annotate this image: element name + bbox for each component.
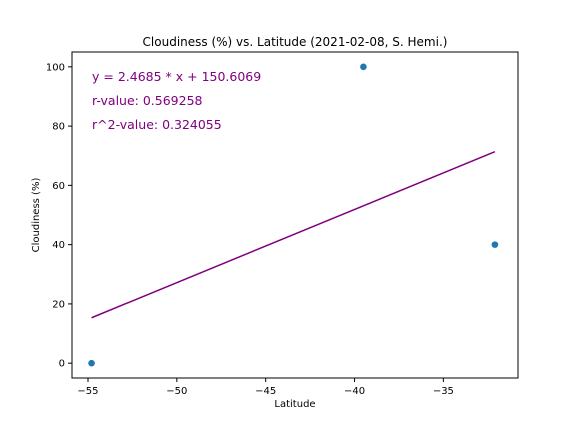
data-point-2: [491, 241, 499, 248]
x-axis: −55 −50 −45 −40 −35: [77, 378, 454, 397]
axes-frame: [71, 51, 519, 379]
y-tick-label: 20: [52, 299, 65, 310]
annotation-1: r-value: 0.569258: [92, 93, 203, 108]
x-tick-label: −50: [166, 386, 187, 397]
regression-line: [91, 150, 496, 319]
annotation-0: y = 2.4685 * x + 150.6069: [92, 69, 261, 84]
x-tick-label: −55: [77, 386, 98, 397]
x-tick-label: −45: [255, 386, 276, 397]
y-axis: 0 20 40 60 80 100: [46, 62, 72, 370]
plot-area: [88, 63, 499, 367]
y-tick-label: 100: [46, 62, 65, 73]
data-point-1: [360, 63, 367, 71]
data-point-0: [88, 359, 95, 367]
y-tick-label: 60: [52, 181, 65, 192]
x-axis-label: Latitude: [274, 399, 315, 410]
y-tick-label: 40: [52, 240, 65, 251]
x-tick-label: −35: [433, 386, 454, 397]
x-tick-label: −40: [344, 386, 365, 397]
y-axis-label: Cloudiness (%): [31, 178, 42, 253]
y-tick-label: 80: [52, 122, 65, 133]
chart-title: Cloudiness (%) vs. Latitude (2021-02-08,…: [143, 35, 448, 49]
regression-annotations: y = 2.4685 * x + 150.6069 r-value: 0.5692…: [92, 69, 261, 132]
y-tick-label: 0: [59, 359, 65, 370]
annotation-2: r^2-value: 0.324055: [92, 117, 222, 132]
